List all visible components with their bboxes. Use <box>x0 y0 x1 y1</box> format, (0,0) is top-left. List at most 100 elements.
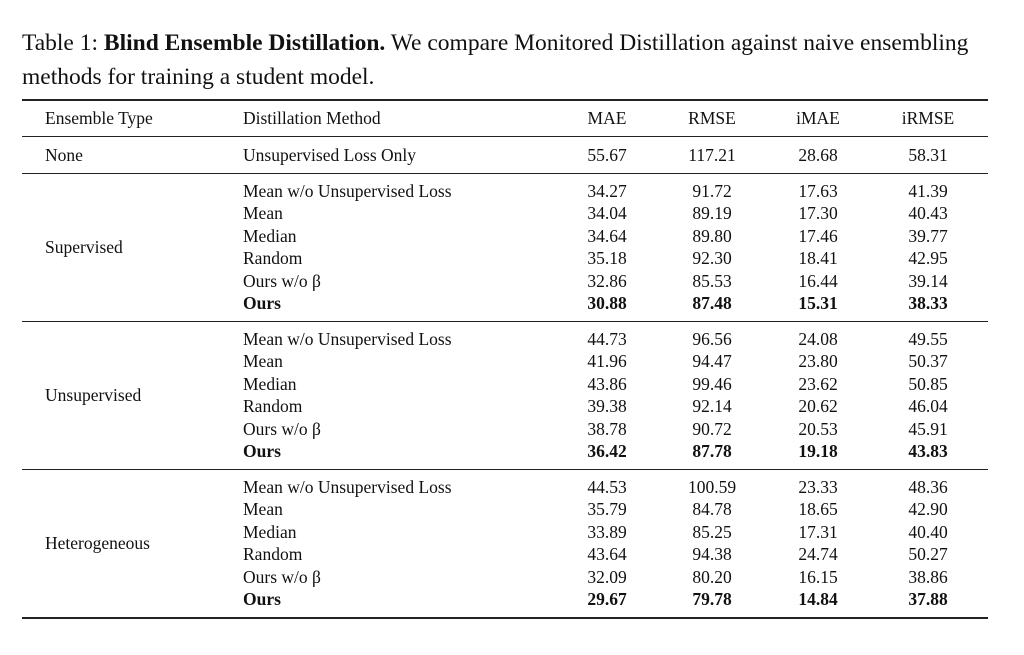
method-cell: Mean <box>243 351 283 372</box>
caption-text: We compare Monitored Distillation agains… <box>22 30 969 90</box>
ensemble-type-unsupervised: Unsupervised <box>45 385 142 405</box>
bottom-rule <box>22 617 988 619</box>
metric-cell-irmse: 41.39 <box>908 181 948 201</box>
header-ensemble-type: Ensemble Type <box>45 108 153 128</box>
metric-cell-imae: 20.53 <box>798 418 838 439</box>
ensemble-type-supervised: Supervised <box>45 237 123 257</box>
top-rule <box>22 99 988 101</box>
method-cell: Unsupervised Loss Only <box>243 145 417 165</box>
metric-cell-irmse: 42.90 <box>908 499 948 520</box>
metric-cell-rmse: 90.72 <box>692 418 732 439</box>
metric-cell-mae: 43.64 <box>587 544 627 565</box>
metric-cell-rmse: 85.53 <box>692 270 732 291</box>
method-cell: Ours w/o β <box>243 566 321 587</box>
caption-title: Blind Ensemble Distillation. <box>103 30 386 56</box>
metric-cell-mae: 44.73 <box>587 329 627 349</box>
method-cell: Ours w/o β <box>243 270 321 291</box>
metric-cell-mae: 30.88 <box>587 293 627 313</box>
metric-cell-rmse: 96.56 <box>692 329 732 349</box>
method-cell: Mean <box>243 203 283 224</box>
metric-cell-rmse: 92.30 <box>692 248 732 269</box>
metric-cell-mae: 35.18 <box>587 248 627 269</box>
table-caption: Table 1: Blind Ensemble Distillation. We… <box>22 26 1002 94</box>
method-cell: Mean <box>243 499 283 520</box>
metric-cell-mae: 39.38 <box>587 396 627 417</box>
metric-cell-imae: 17.31 <box>798 521 838 542</box>
metric-cell-rmse: 79.78 <box>692 589 732 609</box>
metric-cell-imae: 18.65 <box>798 499 838 520</box>
metric-cell-mae: 36.42 <box>587 441 627 461</box>
metric-cell-mae: 43.86 <box>587 373 627 394</box>
header-rmse: RMSE <box>688 108 736 128</box>
caption-label: Table 1: <box>22 30 99 56</box>
metric-cell-rmse: 117.21 <box>688 145 736 165</box>
group-rule <box>22 468 988 470</box>
metric-cell-irmse: 39.77 <box>908 225 948 246</box>
method-cell: Random <box>243 396 303 417</box>
method-cell: Ours <box>243 441 281 461</box>
metric-cell-irmse: 37.88 <box>908 589 948 609</box>
metric-cell-irmse: 46.04 <box>908 396 948 417</box>
metric-cell-irmse: 58.31 <box>908 145 948 165</box>
metric-cell-mae: 33.89 <box>587 521 627 542</box>
metric-cell-mae: 44.53 <box>587 477 627 497</box>
metric-cell-mae: 41.96 <box>587 351 627 372</box>
metric-cell-imae: 28.68 <box>798 145 838 165</box>
method-cell: Mean w/o Unsupervised Loss <box>243 181 452 201</box>
ensemble-type-heterogeneous: Heterogeneous <box>45 533 150 553</box>
metric-cell-irmse: 39.14 <box>908 270 948 291</box>
metric-cell-rmse: 94.38 <box>692 544 732 565</box>
metric-cell-mae: 38.78 <box>587 418 627 439</box>
group-rule <box>22 172 988 174</box>
metric-cell-imae: 23.62 <box>798 373 838 394</box>
metric-cell-imae: 23.80 <box>798 351 838 372</box>
metric-cell-imae: 17.63 <box>798 181 838 201</box>
header-mae: MAE <box>587 108 627 128</box>
metric-cell-mae: 29.67 <box>587 589 627 609</box>
ensemble-type-none: None <box>45 145 83 165</box>
method-cell: Mean w/o Unsupervised Loss <box>243 477 452 497</box>
method-cell: Ours <box>243 589 281 609</box>
metric-cell-imae: 24.74 <box>798 544 838 565</box>
header-imae: iMAE <box>796 108 840 128</box>
metric-cell-irmse: 38.33 <box>908 293 948 313</box>
method-cell: Median <box>243 225 297 246</box>
metric-cell-irmse: 48.36 <box>908 477 948 497</box>
metric-cell-imae: 17.46 <box>798 225 838 246</box>
metric-cell-rmse: 92.14 <box>692 396 732 417</box>
metric-cell-mae: 34.04 <box>587 203 627 224</box>
metric-cell-rmse: 99.46 <box>692 373 732 394</box>
header-distillation-method: Distillation Method <box>243 108 381 128</box>
metric-cell-rmse: 91.72 <box>692 181 732 201</box>
metric-cell-rmse: 94.47 <box>692 351 732 372</box>
metric-cell-imae: 20.62 <box>798 396 838 417</box>
header-rule <box>22 136 988 138</box>
group-rule <box>22 320 988 322</box>
metric-cell-rmse: 100.59 <box>687 477 737 497</box>
metric-cell-irmse: 50.27 <box>908 544 948 565</box>
metric-cell-mae: 35.79 <box>587 499 627 520</box>
metric-cell-irmse: 40.40 <box>908 521 948 542</box>
metric-cell-irmse: 50.37 <box>908 351 948 372</box>
metric-cell-rmse: 85.25 <box>692 521 732 542</box>
method-cell: Random <box>243 544 303 565</box>
metric-cell-rmse: 80.20 <box>692 566 732 587</box>
metric-cell-rmse: 87.48 <box>692 293 732 313</box>
metric-cell-irmse: 43.83 <box>908 441 948 461</box>
metric-cell-imae: 24.08 <box>798 329 838 349</box>
metric-cell-imae: 16.15 <box>798 566 838 587</box>
metric-cell-imae: 15.31 <box>798 293 838 313</box>
metric-cell-mae: 32.86 <box>587 270 627 291</box>
metric-cell-imae: 14.84 <box>798 589 838 609</box>
metric-cell-irmse: 45.91 <box>908 418 948 439</box>
metric-cell-mae: 32.09 <box>587 566 627 587</box>
metric-cell-mae: 55.67 <box>587 145 627 165</box>
metric-cell-imae: 17.30 <box>798 203 838 224</box>
metric-cell-irmse: 38.86 <box>908 566 948 587</box>
metric-cell-rmse: 89.80 <box>692 225 732 246</box>
metric-cell-irmse: 42.95 <box>908 248 948 269</box>
metric-cell-imae: 23.33 <box>798 477 838 497</box>
metric-cell-imae: 18.41 <box>798 248 838 269</box>
metric-cell-mae: 34.64 <box>587 225 627 246</box>
metric-cell-rmse: 87.78 <box>692 441 732 461</box>
